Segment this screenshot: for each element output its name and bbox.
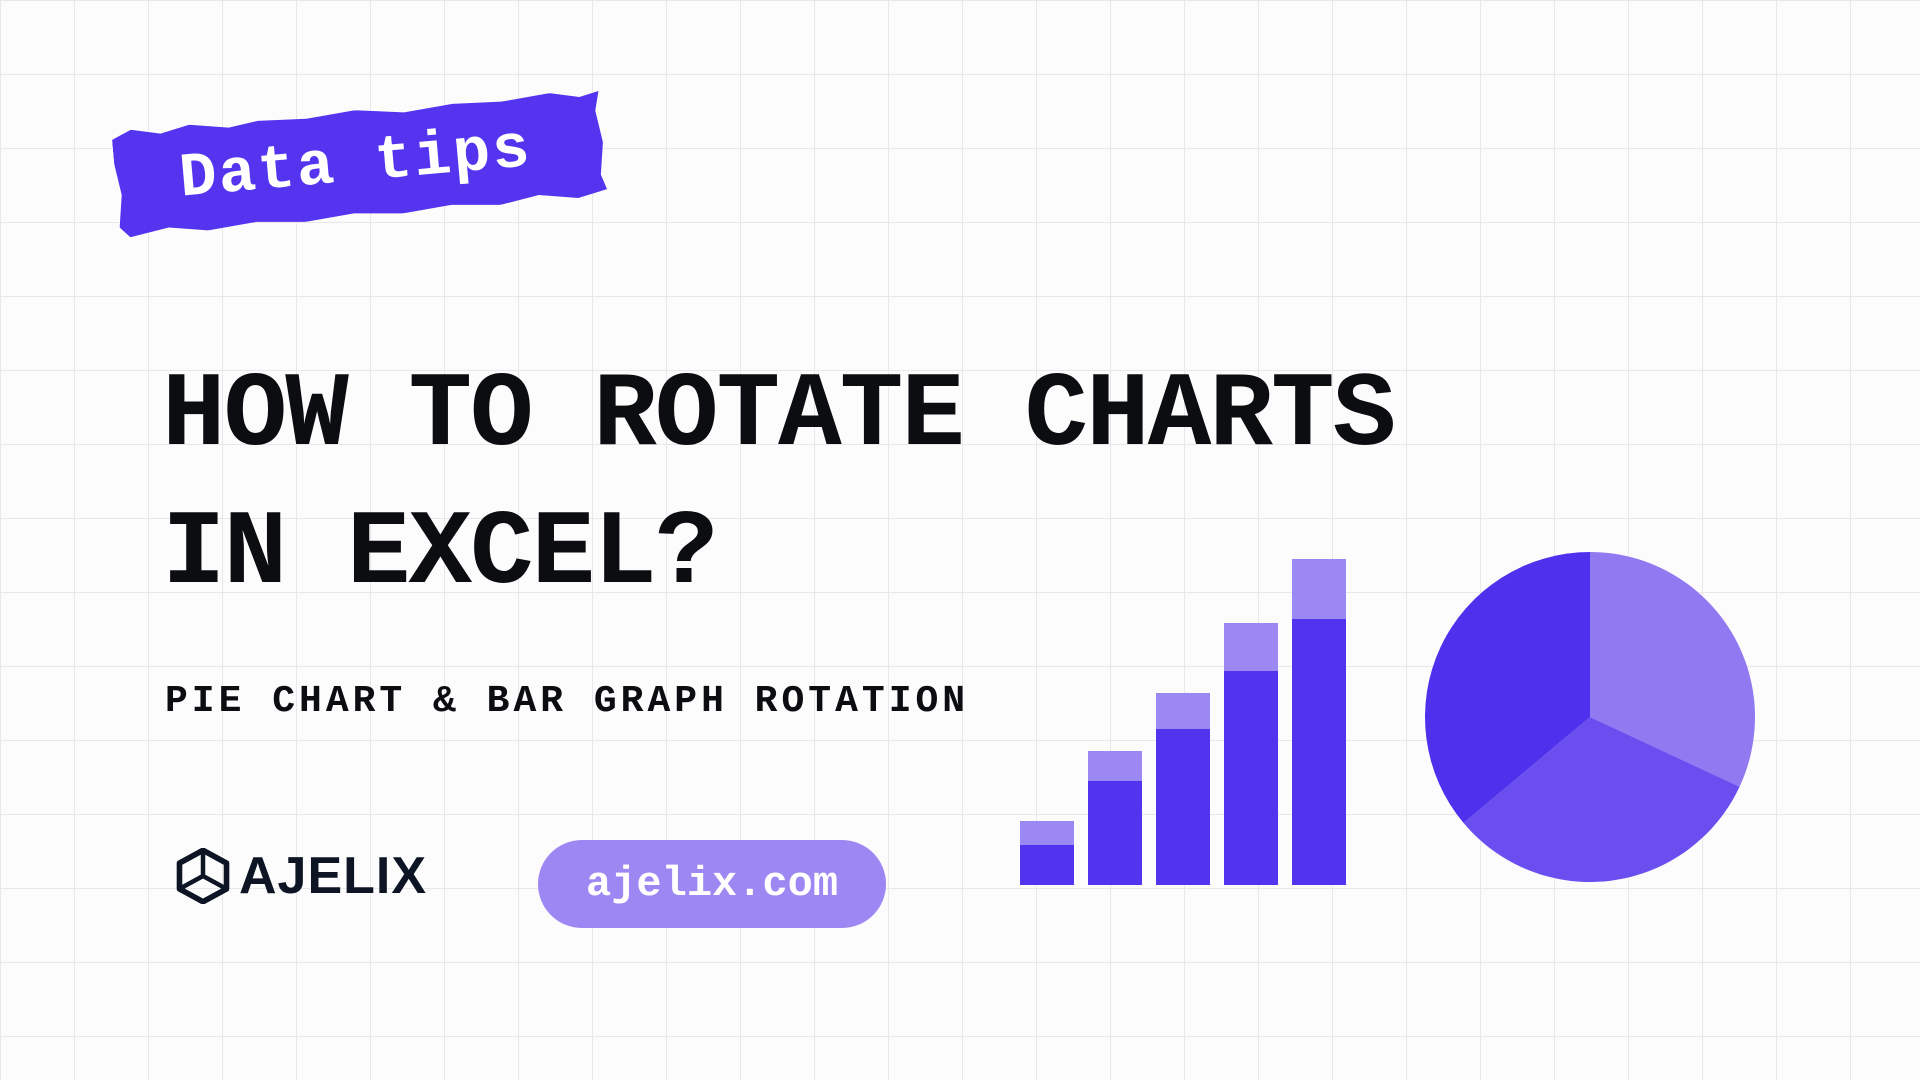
logo-text: AJELIX: [239, 846, 427, 906]
bar-segment-bottom: [1088, 781, 1142, 885]
bar-segment-bottom: [1292, 619, 1346, 885]
bar-segment-top: [1020, 821, 1074, 845]
page-subtitle: PIE CHART & BAR GRAPH ROTATION: [165, 680, 969, 723]
bar-segment-top: [1156, 693, 1210, 729]
brand-logo: AJELIX: [175, 846, 427, 906]
category-banner: Data tips: [111, 89, 607, 238]
bar: [1088, 751, 1142, 885]
bar: [1156, 693, 1210, 885]
website-pill: ajelix.com: [538, 840, 886, 928]
logo-hexagon-icon: [175, 848, 231, 904]
pie-chart-icon: [1425, 552, 1755, 887]
bar-segment-bottom: [1020, 845, 1074, 885]
bar-chart-icon: [1020, 559, 1346, 885]
bar: [1020, 821, 1074, 885]
bar-segment-bottom: [1156, 729, 1210, 885]
bar: [1224, 623, 1278, 885]
bar-segment-top: [1224, 623, 1278, 671]
bar: [1292, 559, 1346, 885]
banner-label: Data tips: [177, 113, 535, 214]
bar-segment-top: [1292, 559, 1346, 619]
bar-segment-bottom: [1224, 671, 1278, 885]
website-url: ajelix.com: [586, 860, 838, 908]
bar-segment-top: [1088, 751, 1142, 781]
